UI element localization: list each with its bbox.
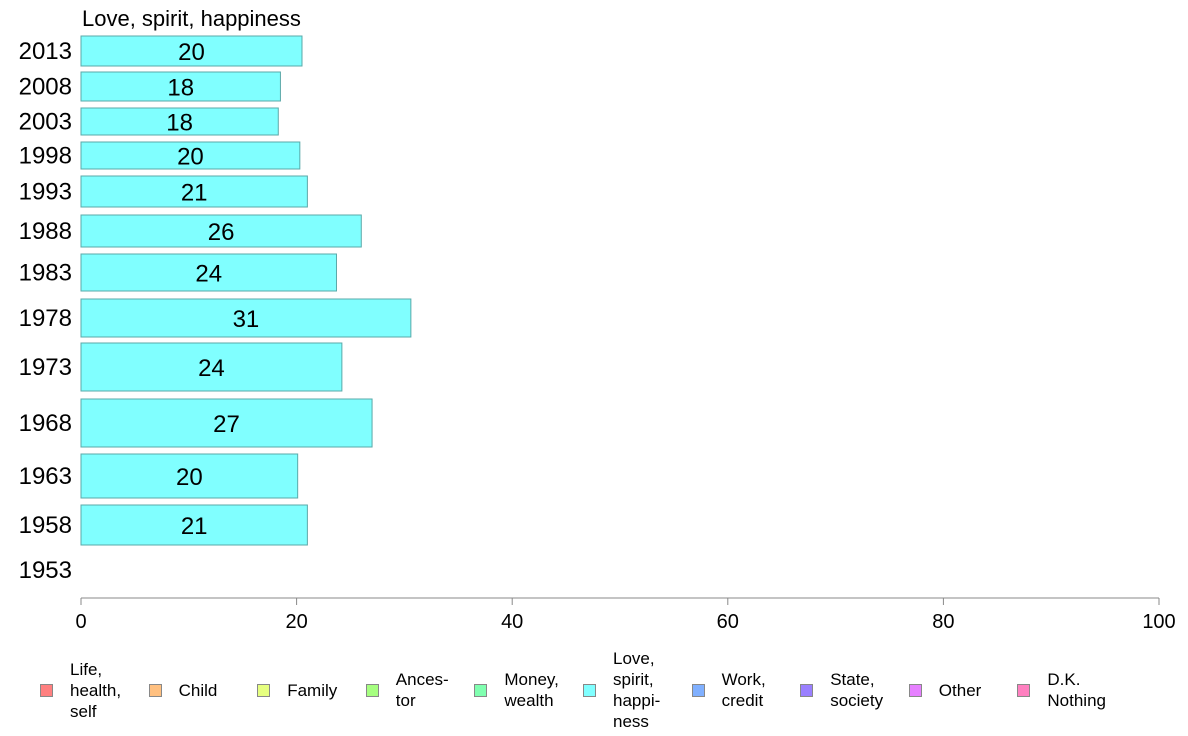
chart-title: Love, spirit, happiness: [82, 6, 301, 31]
category-label: 1988: [19, 218, 72, 245]
legend-item: Work, credit: [691, 648, 766, 732]
legend-item: D.K. Nothing: [1017, 648, 1106, 732]
legend-swatch: [583, 683, 596, 697]
legend-item: Life, health, self: [40, 648, 121, 732]
category-label: 1983: [19, 260, 72, 287]
legend-label: Life, health, self: [70, 659, 122, 721]
category-label: 1958: [19, 512, 72, 539]
category-label: 1963: [19, 463, 72, 490]
x-tick-label: 60: [717, 611, 739, 633]
data-label: 20: [178, 39, 205, 66]
legend-swatch: [148, 683, 162, 697]
legend-item: Ances- tor: [365, 648, 449, 732]
x-tick-label: 0: [75, 611, 86, 633]
legend-label: Family: [287, 680, 338, 700]
legend-swatch: [474, 683, 488, 697]
x-tick-label: 100: [1142, 611, 1175, 633]
legend-swatch: [691, 683, 705, 697]
legend: Life, health, self Child Family Ances- tor M…: [40, 648, 1180, 732]
data-label: 26: [208, 219, 235, 246]
legend-swatch: [908, 683, 922, 697]
legend-swatch: [40, 683, 53, 697]
data-label: 21: [181, 180, 208, 207]
bar: [80, 107, 279, 136]
data-label: 18: [166, 110, 193, 137]
legend-label: Other: [938, 680, 982, 700]
category-label: 1978: [19, 305, 72, 332]
bar: [80, 453, 299, 499]
category-label: 1973: [19, 354, 72, 381]
legend-swatch: [800, 683, 814, 697]
data-label: 18: [167, 75, 194, 102]
data-label: 21: [181, 513, 208, 540]
legend-item: State, society: [800, 648, 883, 732]
x-tick-label: 20: [285, 611, 307, 633]
data-label: 20: [176, 464, 203, 491]
bar: [80, 175, 308, 208]
category-label: 1968: [19, 410, 72, 437]
bar: [80, 398, 373, 448]
legend-item: Money, wealth: [474, 648, 559, 732]
legend-label: D.K. Nothing: [1047, 670, 1106, 710]
bar: [80, 35, 303, 67]
data-label: 20: [177, 144, 204, 171]
data-label: 27: [213, 411, 240, 438]
data-label: 24: [198, 355, 225, 382]
legend-swatch: [365, 683, 379, 697]
category-label: 2013: [19, 38, 72, 65]
bar: [80, 342, 343, 392]
category-label: 1953: [19, 557, 72, 584]
legend-item: Love, spirit, happi- ness: [583, 648, 660, 732]
legend-label: Love, spirit, happi- ness: [613, 649, 661, 731]
category-label: 2008: [19, 74, 72, 101]
data-label: 31: [233, 306, 260, 333]
data-label: 24: [195, 261, 222, 288]
legend-label: State, society: [830, 670, 884, 710]
bar: [80, 214, 362, 248]
bar: [80, 141, 301, 170]
legend-label: Ances- tor: [395, 670, 449, 710]
legend-swatch: [1017, 683, 1031, 697]
legend-item: Family: [257, 648, 337, 732]
category-label: 1993: [19, 179, 72, 206]
legend-label: Work, credit: [721, 670, 766, 710]
legend-item: Other: [908, 648, 982, 732]
bar: [80, 504, 308, 546]
legend-item: Child: [148, 648, 218, 732]
legend-label: Money, wealth: [504, 670, 559, 710]
bar: [80, 298, 412, 338]
x-tick-label: 40: [501, 611, 523, 633]
legend-label: Child: [178, 680, 218, 700]
x-tick-label: 80: [932, 611, 954, 633]
category-label: 1998: [19, 143, 72, 170]
legend-swatch: [257, 683, 271, 697]
bar: [80, 71, 281, 102]
bar: [80, 253, 337, 292]
category-label: 2003: [19, 109, 72, 136]
